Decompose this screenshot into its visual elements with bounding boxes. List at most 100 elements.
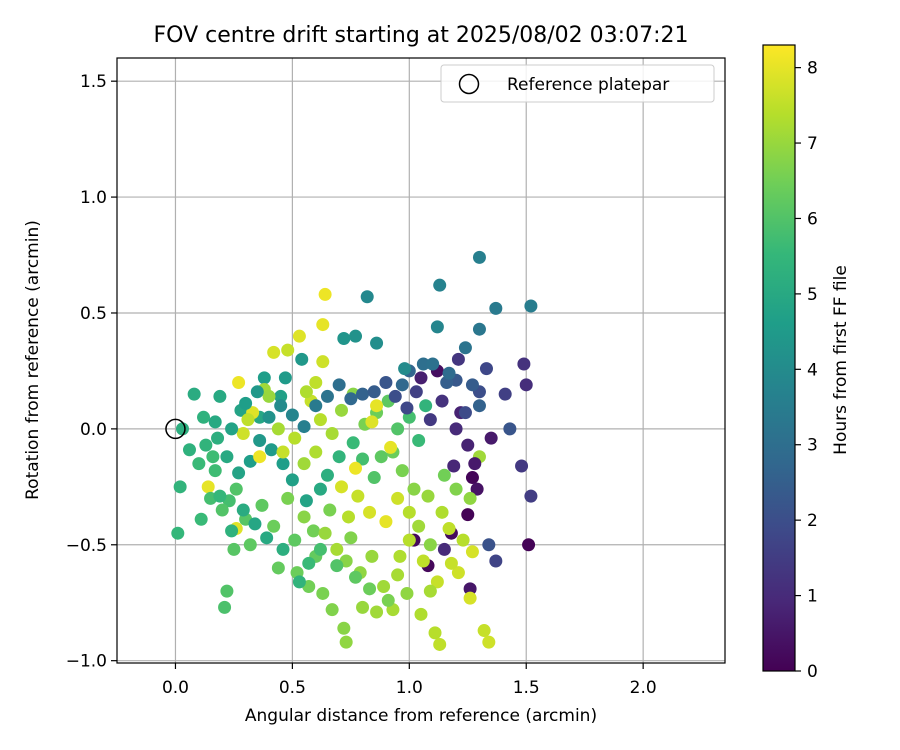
y-axis-ticks: −1.0 −0.5 0.0 0.5 1.0 1.5 xyxy=(66,72,117,672)
data-point xyxy=(309,445,323,459)
colorbar-tick-label: 4 xyxy=(807,360,818,380)
data-point xyxy=(271,422,285,436)
data-point xyxy=(332,378,346,392)
x-axis-label: Angular distance from reference (arcmin) xyxy=(245,706,597,726)
data-point xyxy=(465,545,479,559)
data-point xyxy=(309,376,323,390)
data-point xyxy=(255,498,269,512)
data-point xyxy=(239,396,253,410)
data-point xyxy=(391,491,405,505)
data-point xyxy=(379,515,393,529)
data-point xyxy=(225,524,239,538)
legend-reference-marker xyxy=(458,73,480,95)
data-point xyxy=(337,621,351,635)
data-point xyxy=(524,489,538,503)
data-point xyxy=(463,591,477,605)
data-point xyxy=(465,378,479,392)
data-point xyxy=(206,450,220,464)
data-point xyxy=(423,538,437,552)
data-point xyxy=(175,422,189,436)
data-point xyxy=(519,378,533,392)
data-point xyxy=(356,600,370,614)
data-point xyxy=(262,410,276,424)
data-point xyxy=(325,427,339,441)
data-point xyxy=(351,489,365,503)
data-point xyxy=(360,290,374,304)
data-point xyxy=(211,431,225,445)
data-point xyxy=(299,385,313,399)
data-point xyxy=(260,531,274,545)
data-point xyxy=(320,468,334,482)
x-tick-label: 0.0 xyxy=(162,678,189,698)
data-point xyxy=(248,517,262,531)
data-point xyxy=(299,494,313,508)
x-tick-label: 0.5 xyxy=(279,678,306,698)
data-point xyxy=(423,413,437,427)
data-point xyxy=(433,637,447,651)
data-point xyxy=(461,508,475,522)
data-points xyxy=(171,250,538,651)
data-point xyxy=(395,378,409,392)
data-point xyxy=(470,482,484,496)
data-point xyxy=(381,593,395,607)
data-point xyxy=(367,385,381,399)
data-point xyxy=(419,399,433,413)
data-point xyxy=(213,489,227,503)
data-point xyxy=(220,450,234,464)
data-point xyxy=(349,329,363,343)
y-tick-label: −0.5 xyxy=(66,536,107,556)
data-point xyxy=(285,473,299,487)
data-point xyxy=(393,549,407,563)
plot-frame xyxy=(116,57,726,664)
colorbar-tick-label: 0 xyxy=(807,662,818,682)
data-point xyxy=(522,538,536,552)
data-point xyxy=(344,392,358,406)
x-tick-label: 2.0 xyxy=(630,678,657,698)
data-point xyxy=(472,399,486,413)
data-point xyxy=(241,413,255,427)
data-point xyxy=(302,556,316,570)
data-point xyxy=(285,408,299,422)
data-point xyxy=(171,526,185,540)
data-point xyxy=(400,401,414,415)
data-point xyxy=(182,443,196,457)
data-point xyxy=(225,422,239,436)
data-point xyxy=(313,542,327,556)
data-point xyxy=(318,287,332,301)
data-point xyxy=(267,345,281,359)
data-point xyxy=(515,459,529,473)
data-point xyxy=(391,422,405,436)
data-point xyxy=(267,519,281,533)
legend: Reference platepar xyxy=(440,64,715,103)
data-point xyxy=(349,570,363,584)
data-point xyxy=(416,554,430,568)
y-tick-label: 0.0 xyxy=(80,420,107,440)
data-point xyxy=(253,450,267,464)
colorbar-label: Hours from first FF file xyxy=(831,265,851,455)
data-point xyxy=(243,538,257,552)
colorbar-tick-label: 8 xyxy=(807,59,818,79)
data-point xyxy=(281,343,295,357)
data-point xyxy=(407,482,421,496)
data-point xyxy=(199,438,213,452)
data-point xyxy=(451,352,465,366)
data-point xyxy=(313,482,327,496)
data-point xyxy=(461,438,475,452)
colorbar-tick-label: 2 xyxy=(807,511,818,531)
legend-box xyxy=(440,64,715,103)
data-point xyxy=(426,357,440,371)
data-point xyxy=(449,422,463,436)
data-point xyxy=(456,533,470,547)
data-point xyxy=(292,329,306,343)
data-point xyxy=(388,389,402,403)
data-point xyxy=(316,318,330,332)
data-point xyxy=(442,366,456,380)
data-point xyxy=(297,420,311,434)
data-point xyxy=(363,505,377,519)
data-point xyxy=(323,503,337,517)
data-point xyxy=(472,322,486,336)
data-point xyxy=(402,505,416,519)
data-point xyxy=(334,480,348,494)
colorbar: 0 1 2 3 4 5 6 7 8 Hours from first FF file xyxy=(762,44,851,682)
